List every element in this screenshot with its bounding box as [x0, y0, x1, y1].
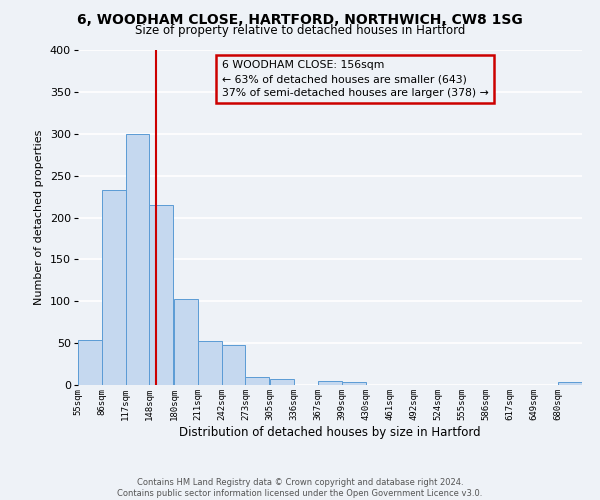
Bar	[198, 342, 221, 385]
Bar	[558, 382, 582, 385]
X-axis label: Distribution of detached houses by size in Hartford: Distribution of detached houses by size …	[179, 426, 481, 438]
Bar	[221, 345, 245, 385]
Text: 6, WOODHAM CLOSE, HARTFORD, NORTHWICH, CW8 1SG: 6, WOODHAM CLOSE, HARTFORD, NORTHWICH, C…	[77, 12, 523, 26]
Text: Contains HM Land Registry data © Crown copyright and database right 2024.
Contai: Contains HM Land Registry data © Crown c…	[118, 478, 482, 498]
Bar	[78, 340, 102, 385]
Bar	[318, 381, 341, 385]
Text: Size of property relative to detached houses in Hartford: Size of property relative to detached ho…	[135, 24, 465, 37]
Bar	[245, 376, 269, 385]
Bar	[125, 134, 149, 385]
Bar	[342, 382, 366, 385]
Bar	[174, 298, 198, 385]
Y-axis label: Number of detached properties: Number of detached properties	[34, 130, 44, 305]
Bar	[270, 379, 294, 385]
Bar	[102, 190, 125, 385]
Text: 6 WOODHAM CLOSE: 156sqm
← 63% of detached houses are smaller (643)
37% of semi-d: 6 WOODHAM CLOSE: 156sqm ← 63% of detache…	[221, 60, 488, 98]
Bar	[149, 205, 173, 385]
